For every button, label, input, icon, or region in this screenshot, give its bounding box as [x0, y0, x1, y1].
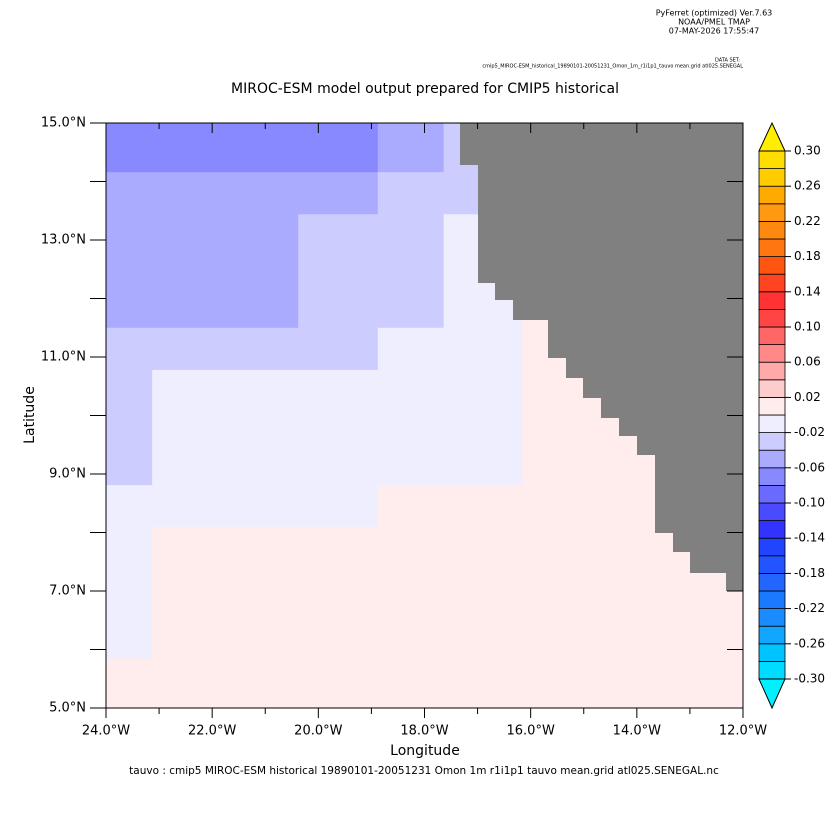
colorbar-over: [758, 121, 786, 152]
x-tick-label: 24.0°W: [82, 724, 130, 739]
x-tick-label: 20.0°W: [294, 724, 342, 739]
colorbar-box: [758, 432, 786, 451]
colorbar-box: [758, 590, 786, 610]
colorbar-box: [758, 203, 786, 222]
y-tick-label: 5.0°N: [49, 701, 86, 716]
cells: [106, 123, 743, 708]
x-tick-label: 14.0°W: [613, 724, 661, 739]
colorbar-box: [758, 308, 786, 328]
colorbar-tick-label: 0.26: [794, 179, 821, 193]
colorbar-tick-label: 0.18: [794, 249, 821, 263]
colorbar-tick-label: -0.14: [794, 531, 825, 545]
colorbar-box: [758, 344, 786, 363]
y-tick-label: 9.0°N: [49, 467, 86, 482]
colorbar-box: [758, 608, 786, 627]
colorbar-box: [758, 449, 786, 469]
header-line: NOAA/PMEL TMAP: [678, 18, 750, 27]
colorbar-tick-label: -0.18: [794, 566, 825, 580]
x-tick-label: 18.0°W: [400, 724, 448, 739]
header-line: PyFerret (optimized) Ver.7.63: [656, 9, 773, 18]
colorbar-tick-label: -0.10: [794, 496, 825, 510]
colorbar-box: [758, 361, 786, 381]
colorbar-box: [758, 150, 786, 170]
colorbar-tick-label: -0.22: [794, 601, 825, 615]
cell: [106, 123, 378, 173]
colorbar-box: [758, 220, 786, 240]
colorbar-box: [758, 520, 786, 539]
colorbar-tick-label: -0.02: [794, 425, 825, 439]
y-tick-label: 15.0°N: [41, 116, 86, 131]
x-tick-label: 16.0°W: [507, 724, 555, 739]
x-tick-label: 12.0°W: [719, 724, 767, 739]
x-tick-label: 22.0°W: [188, 724, 236, 739]
colorbar-box: [758, 168, 786, 187]
x-axis-label: Longitude: [390, 743, 460, 759]
colorbar-tick-label: 0.10: [794, 320, 821, 334]
colorbar-box: [758, 273, 786, 293]
colorbar-box: [758, 625, 786, 645]
colorbar-box: [758, 326, 786, 346]
colorbar-tick-label: -0.06: [794, 460, 825, 474]
y-tick-label: 7.0°N: [49, 584, 86, 599]
colorbar-box: [758, 537, 786, 557]
colorbar-box: [758, 238, 786, 258]
header-line: 07-MAY-2026 17:55:47: [669, 27, 759, 36]
colorbar-box: [758, 414, 786, 434]
y-axis-label: Latitude: [22, 386, 38, 444]
colorbar-box: [758, 502, 786, 522]
colorbar-box: [758, 396, 786, 416]
colorbar-tick-label: 0.30: [794, 144, 821, 158]
colorbar-box: [758, 467, 786, 486]
colorbar-box: [758, 185, 786, 205]
dataset-label: DATA SET:: [715, 58, 740, 64]
axes: 24.0°W 22.0°W 20.0°W 18.0°W 16.0°W 14.0°W 12.0…: [41, 116, 825, 739]
colorbar-tick-label: 0.14: [794, 284, 821, 298]
colorbar-box: [758, 643, 786, 662]
land: [460, 123, 743, 591]
colorbar-tick-label: -0.30: [794, 672, 825, 686]
colorbar-box: [758, 379, 786, 398]
chart-title: MIROC-ESM model output prepared for CMIP…: [231, 81, 619, 97]
colorbar-box: [758, 573, 786, 592]
colorbar-tick-label: 0.02: [794, 390, 821, 404]
colorbar-box: [758, 661, 786, 680]
colorbar-box: [758, 256, 786, 275]
colorbar-tick-label: -0.26: [794, 636, 825, 650]
colorbar-box: [758, 555, 786, 574]
colorbar-tick-label: 0.06: [794, 355, 821, 369]
colorbar-box: [758, 291, 786, 310]
y-tick-label: 13.0°N: [41, 233, 86, 248]
y-tick-label: 11.0°N: [41, 350, 86, 365]
dataset-name: cmip5_MIROC-ESM_historical_19890101-2005…: [482, 64, 743, 70]
colorbar-box: [758, 484, 786, 504]
colorbar-under: [758, 678, 786, 710]
colorbar-tick-label: 0.22: [794, 214, 821, 228]
footer: tauvo : cmip5 MIROC-ESM historical 19890…: [129, 765, 719, 777]
